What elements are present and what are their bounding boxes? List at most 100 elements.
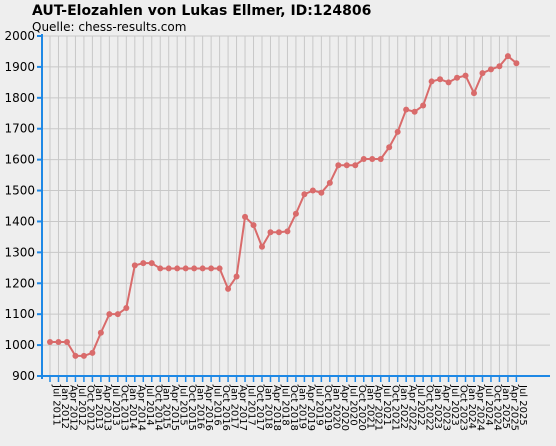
data-point [352,162,359,169]
y-tick-label: 1600 [4,153,35,167]
data-point [309,187,316,194]
grid-lines [42,35,550,377]
y-tick-label: 1400 [4,214,35,228]
data-point [403,106,410,113]
data-point [242,213,249,220]
x-tick-label: Jul 2014 [144,384,155,426]
data-point [360,156,367,163]
x-tick-label: Apr 2015 [169,385,180,431]
data-point [292,210,299,217]
data-point [199,265,206,272]
y-tick-label: 1500 [4,184,35,198]
chart-title: AUT-Elozahlen von Lukas Ellmer, ID:12480… [32,3,372,19]
y-tick-label: 1000 [4,338,35,352]
data-point [89,349,96,356]
data-point [284,228,291,235]
data-point [445,79,452,86]
x-tick-label: Oct 2017 [254,385,265,431]
data-point [208,265,215,272]
data-point [165,265,172,272]
x-tick-label: Apr 2025 [508,385,519,431]
data-point [318,189,325,196]
x-tick-label: Jul 2024 [483,384,494,426]
data-point [148,260,155,267]
data-point [97,329,104,336]
data-point [454,74,461,81]
y-tick-label: 2000 [4,29,35,43]
x-tick-label: Jul 2017 [246,384,257,426]
x-tick-label: Apr 2024 [475,385,486,431]
x-tick-label: Jul 2020 [347,384,358,426]
x-tick-label: Apr 2020 [339,385,350,431]
data-point [394,128,401,135]
x-tick-label: Jan 2025 [500,384,511,429]
x-tick-label: Apr 2023 [441,385,452,431]
x-tick-label: Jan 2024 [466,384,477,429]
x-tick-label: Jan 2020 [330,384,341,429]
x-tick-label: Jul 2013 [110,384,121,426]
x-tick-label: Jan 2016 [195,384,206,429]
data-point [513,60,520,67]
axes [37,34,550,382]
x-tick-label: Jan 2023 [432,384,443,429]
data-point [72,352,79,359]
data-point [47,339,53,345]
x-tick-label: Apr 2017 [237,385,248,431]
data-point [496,63,503,70]
x-tick-label: Jul 2018 [279,384,290,426]
data-point [428,78,435,85]
x-tick-label: Oct 2016 [220,385,231,431]
data-point [174,265,181,272]
y-tick-label: 900 [12,369,35,383]
data-point [225,285,232,292]
x-tick-label: Jul 2012 [76,384,87,426]
y-tick-label: 1100 [4,307,35,321]
x-tick-label: Oct 2012 [84,385,95,431]
data-point [250,222,257,229]
x-tick-label: Oct 2015 [186,385,197,431]
x-tick-label: Apr 2012 [67,385,78,431]
x-tick-label: Jul 2023 [449,384,460,426]
x-tick-label: Oct 2021 [390,385,401,431]
x-tick-label: Jan 2012 [59,384,70,429]
x-tick-label: Apr 2021 [373,385,384,431]
x-tick-label: Jan 2014 [127,384,138,429]
x-tick-label: Jan 2017 [229,384,240,429]
x-tick-label: Jul 2021 [381,384,392,426]
data-point [182,265,189,272]
data-point [377,156,384,163]
y-tick-label: 1700 [4,122,35,136]
data-point [131,262,138,269]
x-tick-label: Oct 2024 [491,385,502,431]
series-line [47,53,520,359]
x-tick-label: Jul 2019 [313,384,324,426]
x-tick-label: Apr 2022 [407,385,418,431]
x-tick-label: Oct 2018 [288,385,299,431]
x-tick-label: Apr 2013 [101,385,112,431]
data-point [267,229,274,236]
x-tick-label: Jul 2025 [517,384,528,426]
x-tick-label: Jan 2021 [364,384,375,429]
y-tick-label: 1800 [4,91,35,105]
x-tick-label: Apr 2014 [135,385,146,431]
y-axis-tick-labels: 900 1000 1100 1200 1300 1400 1500 1600 1700 1800 1… [4,29,35,383]
data-point [386,144,393,151]
data-point [275,229,282,236]
data-point [63,339,70,345]
data-point [420,102,427,109]
data-point [157,265,164,272]
x-tick-label: Jul 2015 [178,384,189,426]
data-point [114,311,121,318]
x-tick-label: Oct 2020 [356,385,367,431]
x-tick-label: Jan 2015 [161,384,172,429]
data-point [437,76,444,83]
data-point [369,156,376,163]
data-point [326,179,333,186]
data-point [106,311,113,318]
x-tick-label: Oct 2019 [322,385,333,431]
data-point [216,265,223,272]
data-point [411,108,418,115]
y-tick-label: 1200 [4,276,35,290]
x-tick-label: Jan 2022 [398,384,409,429]
